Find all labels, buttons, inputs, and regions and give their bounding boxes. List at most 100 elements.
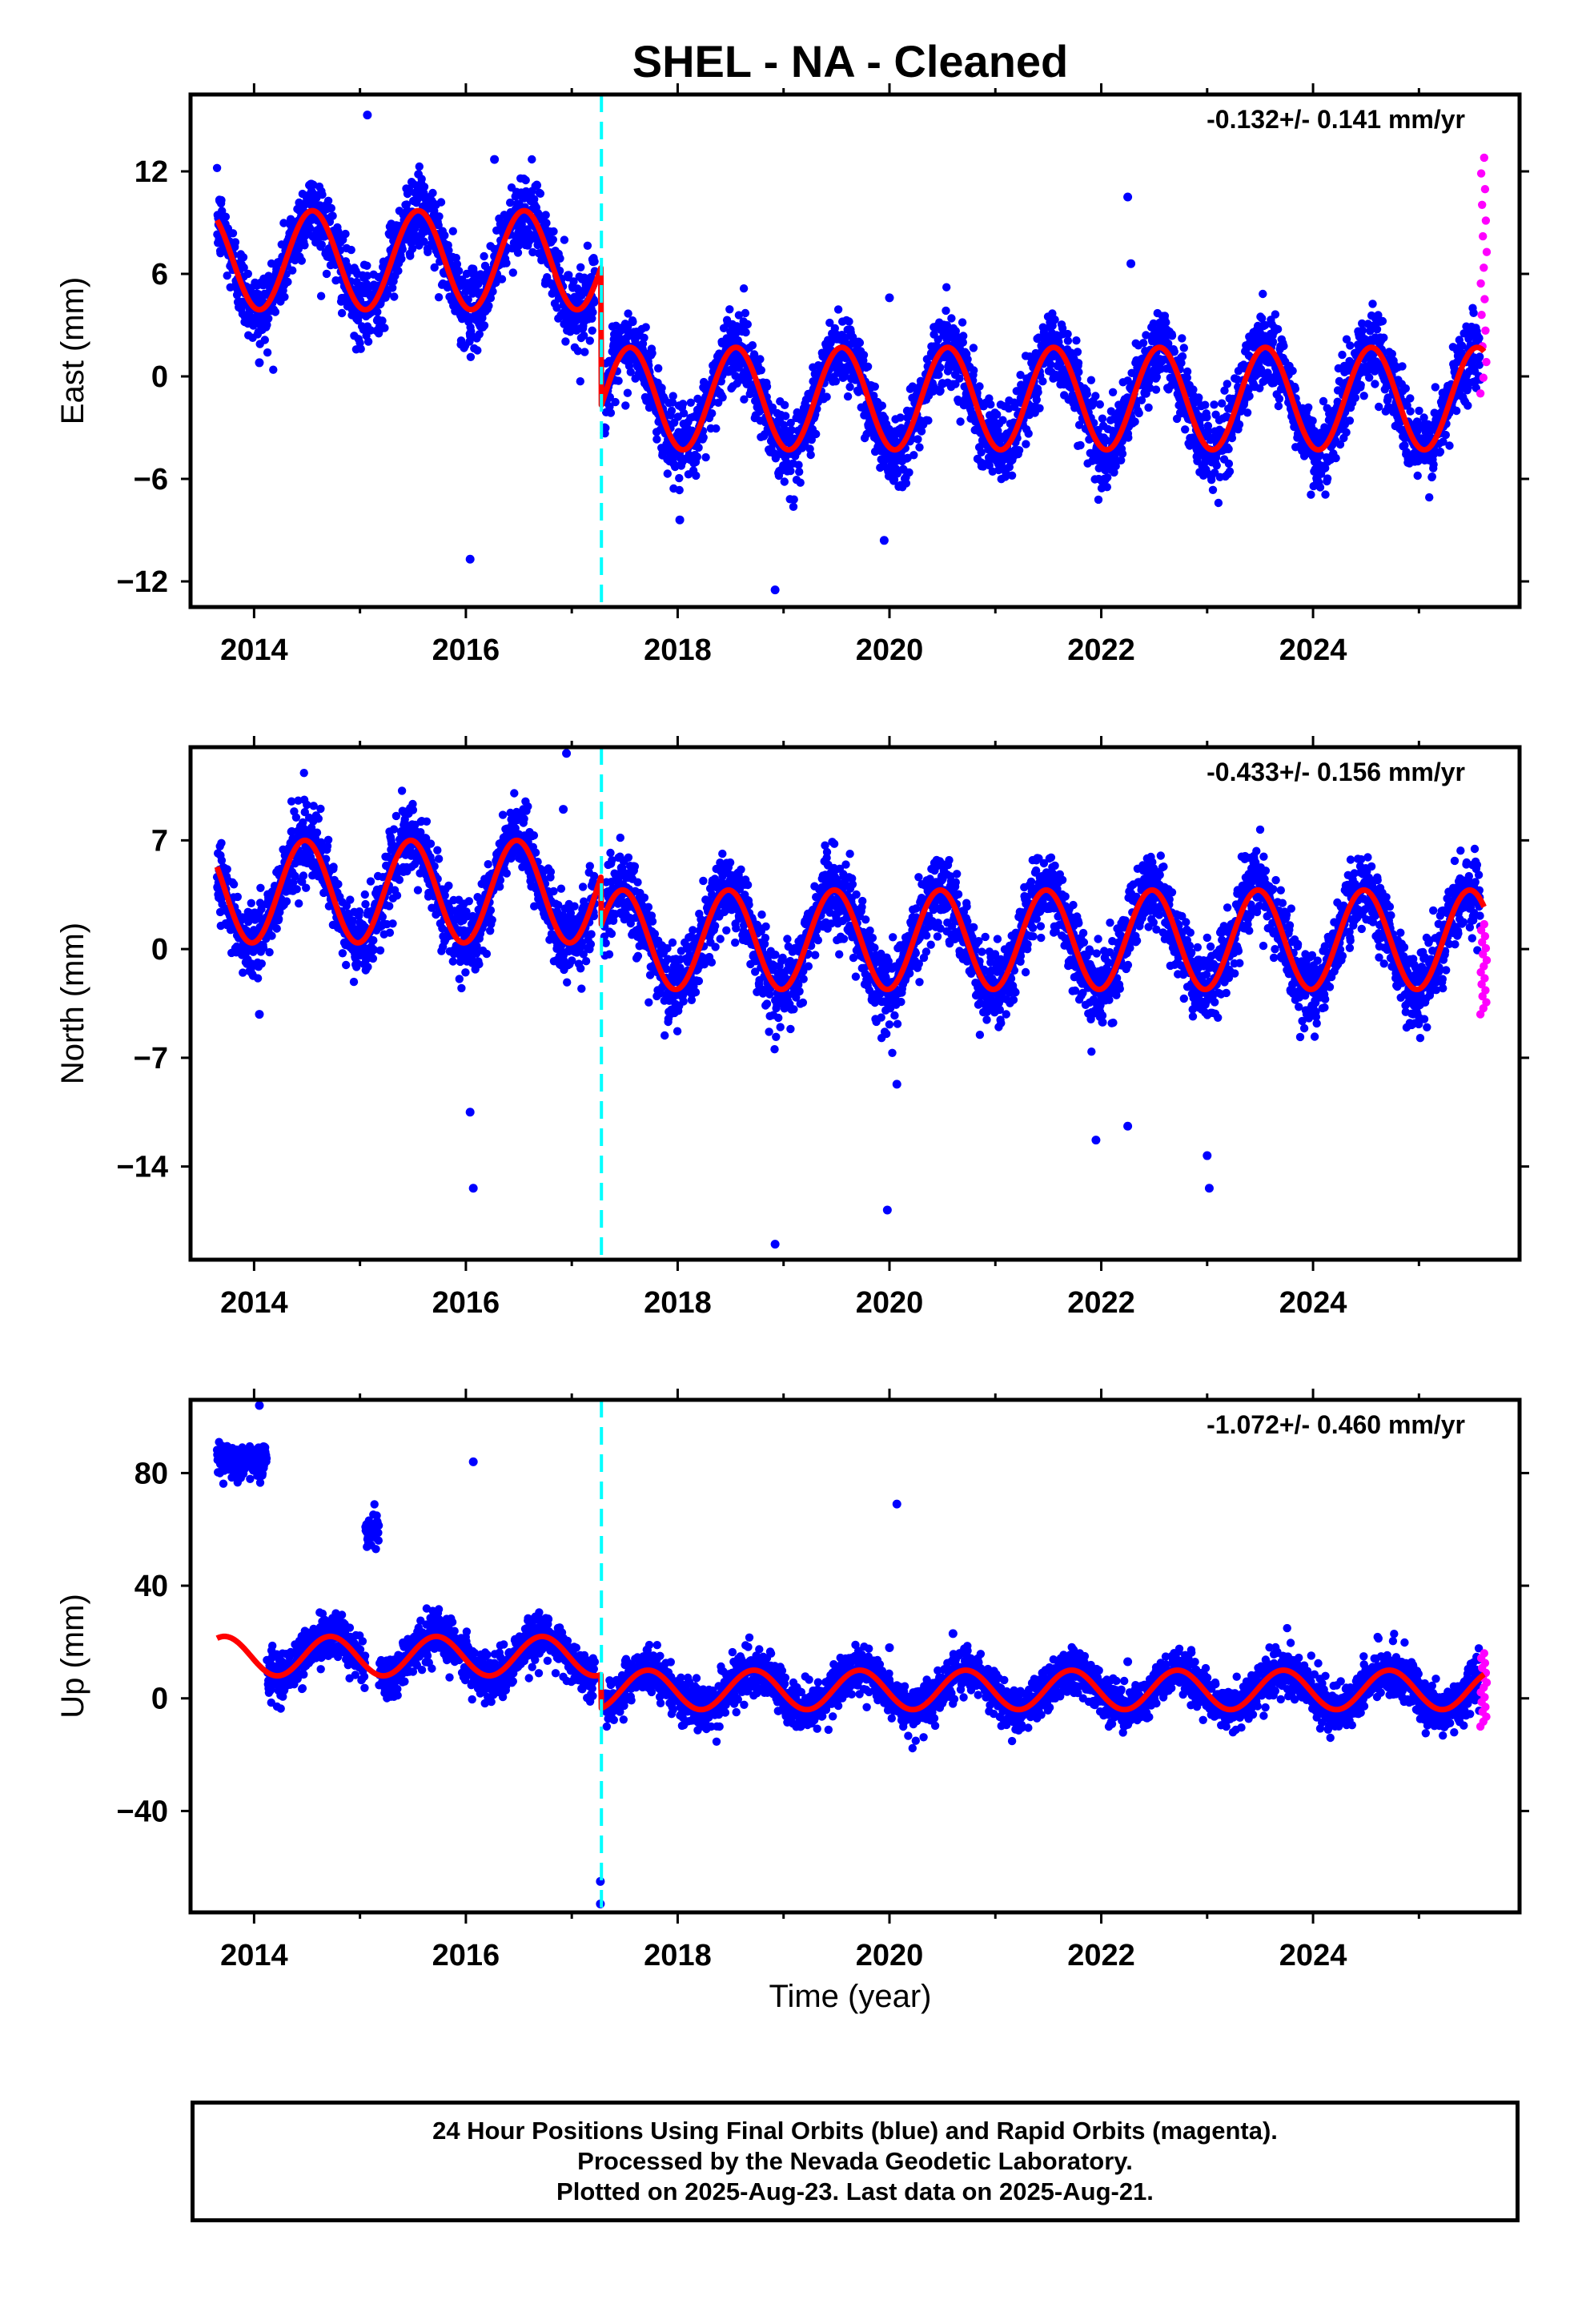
data-point	[1074, 359, 1083, 368]
data-point	[233, 892, 242, 902]
data-point	[956, 417, 965, 426]
data-point	[1271, 310, 1280, 319]
data-point	[708, 409, 717, 418]
data-point	[640, 333, 648, 342]
data-point	[271, 308, 280, 316]
data-point	[475, 330, 484, 339]
data-point	[601, 424, 610, 432]
data-point	[355, 907, 364, 916]
data-point	[1315, 483, 1325, 492]
data-point	[1401, 384, 1411, 393]
data-point	[1413, 471, 1422, 480]
y-tick-label: 12	[135, 155, 168, 189]
outlier-point	[1123, 192, 1133, 202]
outlier-point	[255, 358, 264, 368]
data-point	[1356, 380, 1365, 389]
data-point	[484, 301, 493, 311]
data-point	[998, 416, 1007, 424]
data-point	[1288, 366, 1297, 376]
outlier-point	[1126, 259, 1136, 268]
outlier-point	[465, 554, 475, 564]
data-point	[1415, 406, 1423, 416]
data-point	[657, 384, 666, 392]
data-point	[260, 336, 269, 344]
data-point	[1321, 490, 1330, 499]
data-point	[1425, 493, 1434, 502]
y-tick-label: 0	[151, 933, 168, 967]
data-point	[743, 320, 752, 329]
data-point	[679, 408, 689, 418]
data-point	[576, 377, 584, 386]
data-point	[1072, 336, 1081, 345]
data-point	[694, 443, 703, 452]
data-point	[585, 336, 594, 345]
data-point	[1441, 430, 1451, 440]
data-point	[833, 305, 843, 314]
data-point	[347, 245, 355, 255]
data-point	[692, 471, 701, 480]
data-point	[855, 338, 865, 348]
data-point	[623, 388, 632, 397]
data-point	[263, 320, 271, 329]
data-point	[741, 328, 750, 337]
x-tick-label: 2020	[856, 1286, 924, 1320]
y-tick-label: 0	[151, 360, 168, 394]
data-point	[1224, 444, 1233, 453]
data-point	[420, 237, 428, 246]
data-point	[552, 304, 561, 312]
data-point	[541, 211, 550, 219]
data-point	[648, 348, 656, 358]
data-point	[513, 248, 523, 257]
data-point	[693, 452, 701, 461]
data-point	[223, 271, 231, 280]
data-point	[295, 899, 303, 908]
data-point	[368, 954, 378, 963]
data-point	[440, 231, 449, 240]
data-point	[628, 317, 637, 327]
data-point	[521, 175, 530, 185]
data-point	[1475, 334, 1484, 343]
data-point	[1134, 408, 1143, 418]
data-point	[725, 305, 734, 314]
data-point	[312, 828, 322, 837]
data-point	[292, 885, 301, 894]
y-tick-label: 7	[151, 824, 168, 858]
data-point	[915, 443, 924, 452]
data-point	[1371, 380, 1379, 388]
data-point	[1214, 498, 1223, 508]
data-point	[1372, 325, 1382, 334]
data-point	[675, 485, 684, 495]
data-point	[580, 348, 589, 356]
data-point	[670, 418, 679, 427]
data-point	[265, 947, 274, 957]
data-point	[417, 175, 426, 183]
data-point	[739, 284, 749, 293]
data-point	[1210, 400, 1219, 409]
data-point	[1203, 412, 1211, 422]
data-point	[424, 247, 432, 256]
data-point	[588, 326, 596, 335]
data-point	[1338, 350, 1347, 360]
data-point	[1274, 401, 1283, 411]
data-point	[212, 163, 222, 172]
y-tick-label: −7	[134, 1042, 168, 1076]
rapid-point	[1480, 263, 1488, 272]
data-point	[506, 198, 515, 207]
data-point	[406, 251, 415, 260]
data-point	[1218, 399, 1227, 408]
data-point	[473, 346, 482, 355]
data-point	[718, 393, 727, 402]
data-point	[1476, 352, 1484, 361]
data-point	[299, 769, 308, 778]
data-point	[958, 318, 967, 327]
y-axis-label: North (mm)	[55, 923, 90, 1084]
data-point	[452, 259, 462, 269]
outlier-point	[885, 293, 894, 303]
data-point	[1179, 344, 1189, 352]
data-point	[1378, 316, 1387, 326]
data-point	[305, 223, 315, 233]
data-point	[924, 416, 933, 425]
data-point	[497, 275, 507, 283]
data-point	[1201, 400, 1210, 409]
data-point	[1130, 417, 1139, 426]
